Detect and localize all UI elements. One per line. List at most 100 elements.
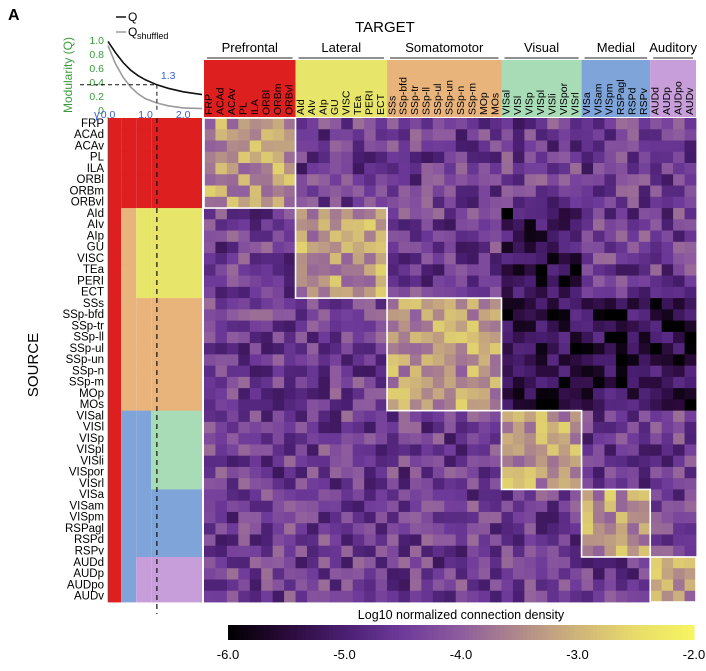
colorbar-segment <box>313 625 318 640</box>
heatmap-cell <box>684 241 697 254</box>
heatmap-cell <box>535 185 548 198</box>
heatmap-cell <box>627 534 640 547</box>
heatmap-cell <box>329 466 342 479</box>
heatmap-cell <box>444 286 457 299</box>
heatmap-cell <box>421 455 434 468</box>
heatmap-cell <box>421 354 434 367</box>
heatmap-cell <box>478 545 491 558</box>
heatmap-cell <box>455 241 468 254</box>
heatmap-cell <box>318 556 331 569</box>
source-label: SSp-tr <box>71 320 104 332</box>
heatmap-cell <box>432 365 445 378</box>
dendrogram-segment <box>136 556 152 569</box>
heatmap-cell <box>581 354 594 367</box>
heatmap-cell <box>558 253 571 265</box>
source-label: SSp-ll <box>73 332 104 344</box>
heatmap-cell <box>627 343 640 355</box>
target-label: AId <box>295 99 307 115</box>
heatmap-cell <box>570 118 582 130</box>
heatmap-cell <box>501 331 514 344</box>
heatmap-cell <box>261 196 274 209</box>
heatmap-cell <box>295 343 308 355</box>
heatmap-cell <box>444 376 457 389</box>
heatmap-cell <box>272 399 285 412</box>
heatmap-cell <box>661 444 674 457</box>
heatmap-cell <box>272 388 285 400</box>
heatmap-cell <box>226 399 239 412</box>
heatmap-cell <box>615 185 628 198</box>
heatmap-cell <box>409 399 422 412</box>
colorbar-tick: -6.0 <box>217 647 239 662</box>
heatmap-cell <box>284 478 296 490</box>
target-label: MOp <box>478 92 490 115</box>
heatmap-cell <box>398 253 411 265</box>
heatmap-cell <box>215 489 228 502</box>
heatmap-cell <box>432 219 445 231</box>
heatmap-cell <box>535 286 548 299</box>
heatmap-cell <box>444 410 457 423</box>
heatmap-cell <box>627 151 640 164</box>
heatmap-cell <box>638 230 651 243</box>
heatmap-cell <box>215 151 228 164</box>
heatmap-cell <box>444 433 457 445</box>
heatmap-cell <box>501 320 514 333</box>
heatmap-cell <box>432 140 445 153</box>
dendrogram-segment <box>151 264 202 276</box>
heatmap-cell <box>306 343 319 355</box>
heatmap-cell <box>204 264 216 276</box>
heatmap-cell <box>387 590 399 603</box>
heatmap-cell <box>661 500 674 513</box>
heatmap-cell <box>432 534 445 547</box>
heatmap-cell <box>673 523 685 535</box>
heatmap-cell <box>673 309 685 322</box>
target-title: TARGET <box>355 19 415 36</box>
colorbar-segment <box>317 625 322 640</box>
heatmap-cell <box>226 433 239 445</box>
heatmap-cell <box>261 320 274 333</box>
heatmap-cell <box>375 545 388 558</box>
heatmap-cell <box>593 388 605 400</box>
heatmap-cell <box>329 275 342 288</box>
heatmap-cell <box>615 264 628 276</box>
heatmap-cell <box>295 489 308 502</box>
heatmap-cell <box>421 343 434 355</box>
heatmap-cell <box>490 230 502 243</box>
heatmap-cell <box>638 388 651 400</box>
heatmap-cell <box>684 298 697 310</box>
heatmap-cell <box>261 219 274 231</box>
heatmap-cell <box>650 590 663 603</box>
heatmap-cell <box>547 309 560 322</box>
heatmap-cell <box>444 343 457 355</box>
heatmap-cell <box>661 208 674 220</box>
heatmap-cell <box>341 568 354 580</box>
heatmap-cell <box>581 556 594 569</box>
heatmap-cell <box>306 433 319 445</box>
heatmap-cell <box>329 118 342 130</box>
heatmap-cell <box>375 455 388 468</box>
heatmap-cell <box>341 151 354 164</box>
heatmap-cell <box>284 286 296 299</box>
heatmap-cell <box>558 410 571 423</box>
heatmap-cell <box>604 129 617 141</box>
heatmap-cell <box>444 354 457 367</box>
heatmap-cell <box>627 365 640 378</box>
heatmap-cell <box>215 208 228 220</box>
heatmap-cell <box>226 140 239 153</box>
dendrogram-segment <box>121 163 137 175</box>
heatmap-cell <box>421 399 434 412</box>
heatmap-cell <box>490 196 502 209</box>
heatmap-cell <box>650 399 663 412</box>
heatmap-cell <box>398 241 411 254</box>
heatmap-cell <box>352 579 365 592</box>
heatmap-cell <box>604 365 617 378</box>
heatmap-cell <box>261 151 274 164</box>
heatmap-cell <box>226 208 239 220</box>
heatmap-cell <box>318 185 331 198</box>
heatmap-cell <box>455 219 468 231</box>
heatmap-cell <box>204 444 216 457</box>
heatmap-cell <box>352 140 365 153</box>
heatmap-cell <box>226 421 239 434</box>
heatmap-cell <box>409 286 422 299</box>
target-label: PERI <box>363 90 375 115</box>
heatmap-cell <box>673 500 685 513</box>
